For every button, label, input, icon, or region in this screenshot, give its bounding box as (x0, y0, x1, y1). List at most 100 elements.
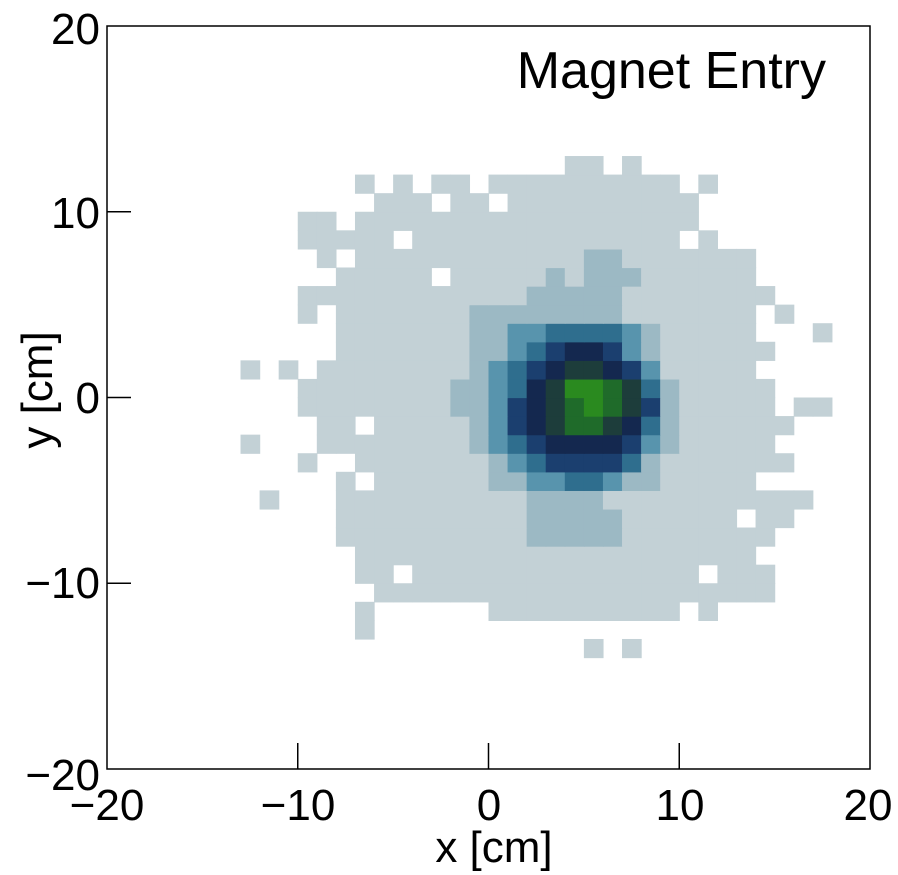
heatmap-cell (374, 267, 394, 287)
heatmap-cell (622, 286, 642, 306)
heatmap-cell (374, 230, 394, 250)
heatmap-cell (354, 360, 375, 380)
heatmap-cell (335, 360, 356, 380)
heatmap-cell (602, 508, 623, 529)
heatmap-cell (698, 360, 718, 380)
heatmap-cell (450, 323, 471, 343)
heatmap-cell (641, 341, 661, 361)
heatmap-cell (698, 378, 718, 399)
heatmap-cell (507, 416, 528, 436)
heatmap-cell (698, 341, 718, 361)
heatmap-cell (335, 323, 356, 343)
heatmap-cell (583, 248, 604, 269)
heatmap-cell (660, 434, 680, 454)
x-tick-label: 0 (477, 781, 501, 830)
heatmap-cell (450, 583, 471, 603)
heatmap-cell (450, 564, 471, 584)
heatmap-cell (660, 248, 680, 269)
heatmap-cell (564, 490, 585, 510)
heatmap-cell (641, 304, 661, 324)
heatmap-cell (507, 397, 528, 417)
heatmap-cell (583, 416, 604, 436)
heatmap-cell (354, 527, 375, 547)
heatmap-cell (736, 323, 757, 343)
heatmap-cell (564, 601, 585, 621)
heatmap-cell (660, 286, 680, 306)
heatmap-cell (755, 286, 776, 306)
heatmap-cell (488, 508, 509, 529)
heatmap-cell (393, 453, 413, 473)
heatmap-cell (374, 360, 394, 380)
heatmap-cell (412, 323, 432, 343)
heatmap-cell (507, 434, 528, 454)
heatmap-cell (717, 341, 738, 361)
heatmap-cell (431, 248, 451, 269)
heatmap-cell (736, 471, 757, 491)
heatmap-cell (354, 434, 375, 454)
heatmap-cell (698, 304, 718, 324)
heatmap-cell (450, 304, 471, 324)
heatmap-cell (374, 546, 394, 566)
y-tick-label: 10 (51, 189, 100, 238)
heatmap-cell (469, 546, 490, 566)
heatmap-cell (469, 416, 490, 436)
heatmap-cell (602, 546, 623, 566)
heatmap-cell (736, 490, 757, 510)
heatmap-cell (488, 230, 509, 250)
heatmap-cell (641, 490, 661, 510)
heatmap-cell (641, 397, 661, 417)
heatmap-cell (545, 583, 566, 603)
heatmap-cell (393, 304, 413, 324)
heatmap-cell (488, 341, 509, 361)
heatmap-cell (564, 323, 585, 343)
heatmap-cell (431, 453, 451, 473)
heatmap-cell (431, 416, 451, 436)
heatmap-cell (431, 471, 451, 491)
heatmap-cell (583, 211, 604, 231)
heatmap-cell (526, 490, 547, 510)
heatmap-cell (602, 490, 623, 510)
heatmap-cell (602, 174, 623, 194)
heatmap-cell (622, 304, 642, 324)
heatmap-cell (660, 546, 680, 566)
heatmap-cell (793, 397, 814, 417)
heatmap-cell (450, 490, 471, 510)
heatmap-cell (450, 286, 471, 306)
heatmap-cell (469, 360, 490, 380)
heatmap-cell (755, 341, 776, 361)
heatmap-cell (564, 286, 585, 306)
heatmap-cell (526, 341, 547, 361)
heatmap-cell (660, 471, 680, 491)
heatmap-cell (526, 508, 547, 529)
heatmap-cell (660, 601, 680, 621)
heatmap-cell (679, 360, 699, 380)
heatmap-cell (755, 397, 776, 417)
heatmap-cell (507, 378, 528, 399)
heatmap-cell (698, 471, 718, 491)
heatmap-cell (412, 471, 432, 491)
heatmap-cell (354, 564, 375, 584)
heatmap-cell (335, 304, 356, 324)
heatmap-cell (488, 490, 509, 510)
chart-title: Magnet Entry (517, 42, 826, 100)
heatmap-cell (469, 471, 490, 491)
heatmap-cell (469, 378, 490, 399)
heatmap-cell (641, 527, 661, 547)
heatmap-cell (354, 341, 375, 361)
heatmap-cell (545, 564, 566, 584)
heatmap-cell (488, 286, 509, 306)
heatmap-cell (717, 490, 738, 510)
heatmap-cell (602, 286, 623, 306)
heatmap-cell (622, 341, 642, 361)
heatmap-cell (526, 434, 547, 454)
heatmap-cell (545, 397, 566, 417)
heatmap-cell (469, 267, 490, 287)
heatmap-cell (488, 211, 509, 231)
heatmap-cell (240, 434, 261, 454)
heatmap-cell (755, 527, 776, 547)
heatmap-cell (354, 286, 375, 306)
heatmap-cell (412, 230, 432, 250)
heatmap-cell (660, 360, 680, 380)
heatmap-cell (354, 546, 375, 566)
heatmap-cell (316, 397, 337, 417)
